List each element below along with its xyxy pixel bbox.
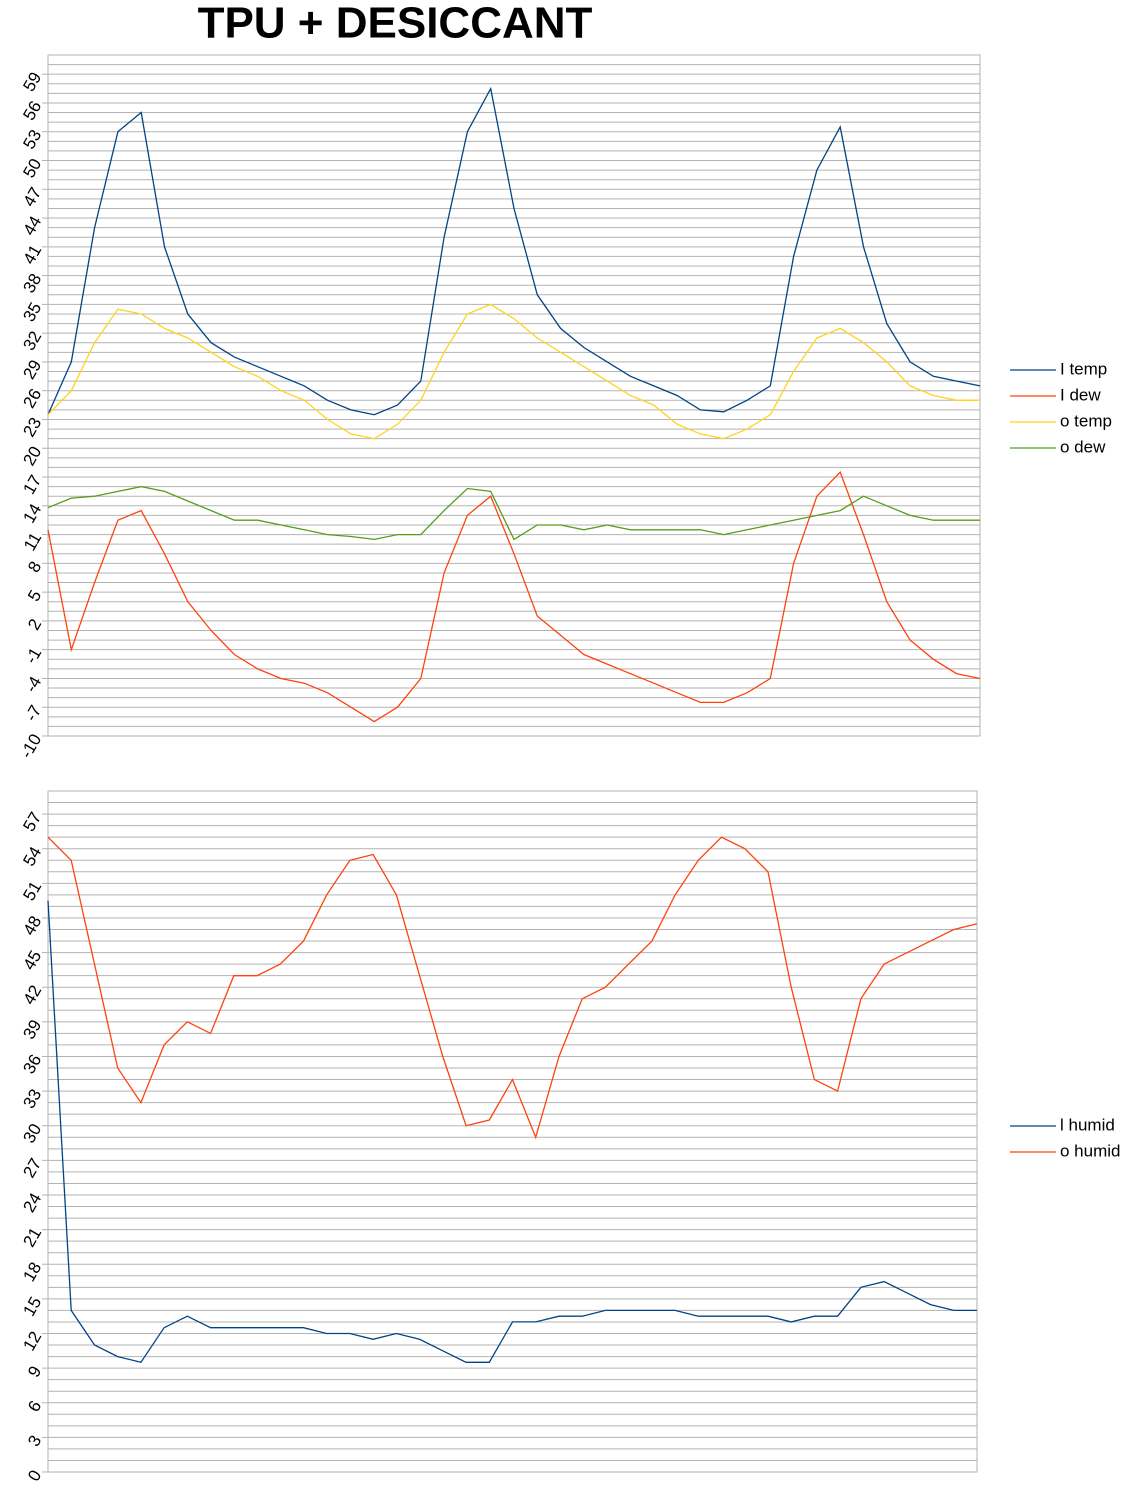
- y-tick-label: 30: [19, 1120, 45, 1146]
- legend-label: l humid: [1060, 1115, 1115, 1134]
- y-tick-label: 2: [24, 616, 45, 634]
- y-tick-label: 56: [19, 98, 45, 124]
- y-tick-label: 59: [19, 69, 45, 95]
- y-tick-label: 45: [19, 947, 45, 973]
- y-tick-label: 39: [19, 1017, 45, 1043]
- series-line: [47, 900, 977, 1364]
- y-tick-label: 6: [24, 1397, 45, 1415]
- y-tick-label: 53: [19, 126, 45, 152]
- y-tick-label: 18: [19, 1259, 45, 1285]
- y-tick-label: 42: [19, 982, 45, 1008]
- series-line: [47, 485, 980, 541]
- plot-frame: [47, 790, 978, 1473]
- y-tick-label: -7: [21, 702, 45, 725]
- series-line: [47, 836, 978, 1140]
- legend-label: o humid: [1060, 1141, 1120, 1160]
- legend-label: o dew: [1060, 437, 1106, 456]
- y-tick-label: 54: [19, 843, 45, 869]
- y-tick-label: -4: [21, 673, 45, 696]
- y-tick-label: 26: [19, 385, 45, 411]
- y-tick-label: 21: [19, 1224, 45, 1250]
- plot-frame: [47, 54, 981, 737]
- y-tick-label: 50: [19, 155, 45, 181]
- chart-title: TPU + DESICCANT: [198, 0, 593, 48]
- legend-label: o temp: [1060, 411, 1112, 430]
- y-tick-label: 57: [19, 809, 45, 835]
- y-tick-label: 8: [24, 558, 45, 576]
- y-tick-label: 47: [19, 184, 45, 210]
- y-tick-label: 36: [19, 1051, 45, 1077]
- series-line: [47, 303, 980, 440]
- y-tick-label: 27: [19, 1155, 45, 1181]
- y-tick-label: 11: [20, 529, 45, 554]
- series-line: [47, 471, 981, 723]
- y-tick-label: 23: [19, 414, 45, 440]
- y-tick-label: 9: [24, 1363, 45, 1381]
- y-tick-label: -10: [17, 731, 46, 762]
- series-line: [47, 86, 981, 416]
- y-tick-label: 38: [19, 270, 45, 296]
- y-tick-label: 17: [19, 472, 45, 498]
- y-tick-label: 24: [19, 1190, 45, 1216]
- y-tick-label: 14: [19, 501, 45, 527]
- y-tick-label: 35: [19, 299, 45, 325]
- legend-label: I dew: [1060, 385, 1101, 404]
- y-tick-label: 5: [24, 587, 45, 605]
- y-tick-label: 33: [19, 1086, 45, 1112]
- y-tick-label: 29: [19, 357, 45, 383]
- y-tick-label: 44: [19, 213, 45, 239]
- y-tick-label: 32: [19, 328, 45, 354]
- y-tick-label: -1: [21, 644, 45, 667]
- y-tick-label: 51: [19, 878, 45, 904]
- y-tick-label: 15: [19, 1294, 45, 1320]
- legend-label: I temp: [1060, 359, 1107, 378]
- y-tick-label: 48: [19, 913, 45, 939]
- y-tick-label: 20: [19, 443, 45, 469]
- y-tick-label: 0: [24, 1467, 45, 1485]
- y-tick-label: 12: [19, 1328, 45, 1354]
- y-tick-label: 41: [19, 242, 45, 268]
- y-tick-label: 3: [24, 1432, 45, 1450]
